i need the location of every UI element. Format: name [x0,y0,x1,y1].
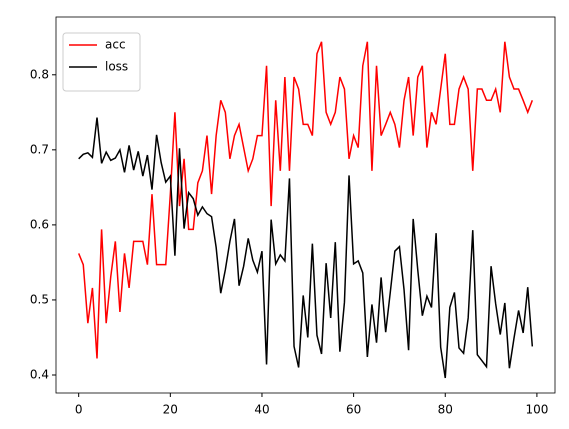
x-tick-label: 20 [163,403,178,417]
y-tick-label: 0.4 [30,367,49,381]
x-tick-label: 40 [254,403,269,417]
series-line [77,41,534,359]
y-tick-label: 0.6 [30,217,49,231]
x-tick-label: 80 [438,403,453,417]
legend-label: loss [105,60,128,74]
series-line [78,117,534,379]
y-tick-label: 0.8 [30,67,49,81]
legend-box [62,32,141,92]
axes-frame [55,16,556,394]
legend-label: acc [105,38,126,52]
x-tick-label: 100 [525,403,548,417]
y-tick-label: 0.5 [30,292,49,306]
x-tick-label: 0 [75,403,83,417]
y-tick-label: 0.7 [30,142,49,156]
x-tick-label: 60 [346,403,361,417]
